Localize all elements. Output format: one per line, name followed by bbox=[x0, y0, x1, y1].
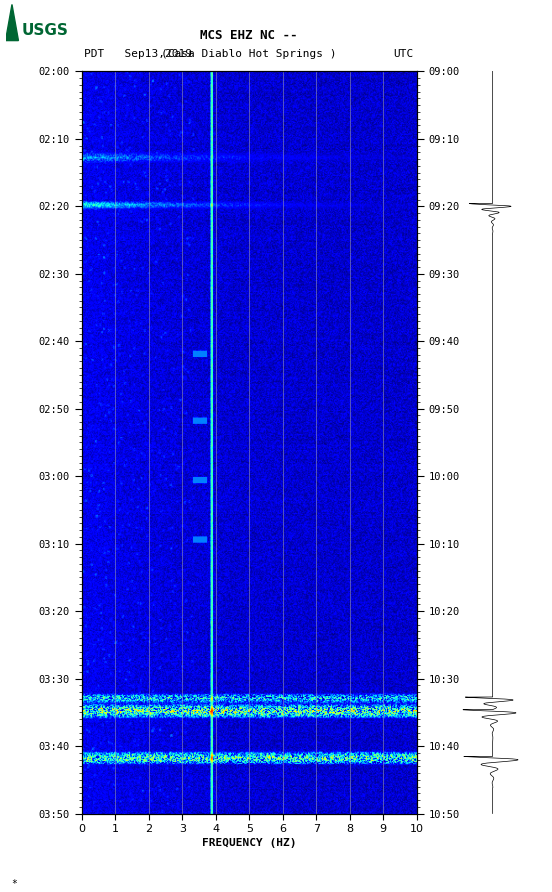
Text: USGS: USGS bbox=[22, 23, 68, 38]
X-axis label: FREQUENCY (HZ): FREQUENCY (HZ) bbox=[202, 838, 296, 848]
Text: PDT   Sep13,2019: PDT Sep13,2019 bbox=[84, 48, 193, 59]
Text: UTC: UTC bbox=[394, 48, 414, 59]
Text: MCS EHZ NC --: MCS EHZ NC -- bbox=[200, 29, 298, 42]
Text: *: * bbox=[11, 879, 17, 888]
Polygon shape bbox=[6, 4, 18, 40]
Text: (Casa Diablo Hot Springs ): (Casa Diablo Hot Springs ) bbox=[162, 48, 337, 59]
